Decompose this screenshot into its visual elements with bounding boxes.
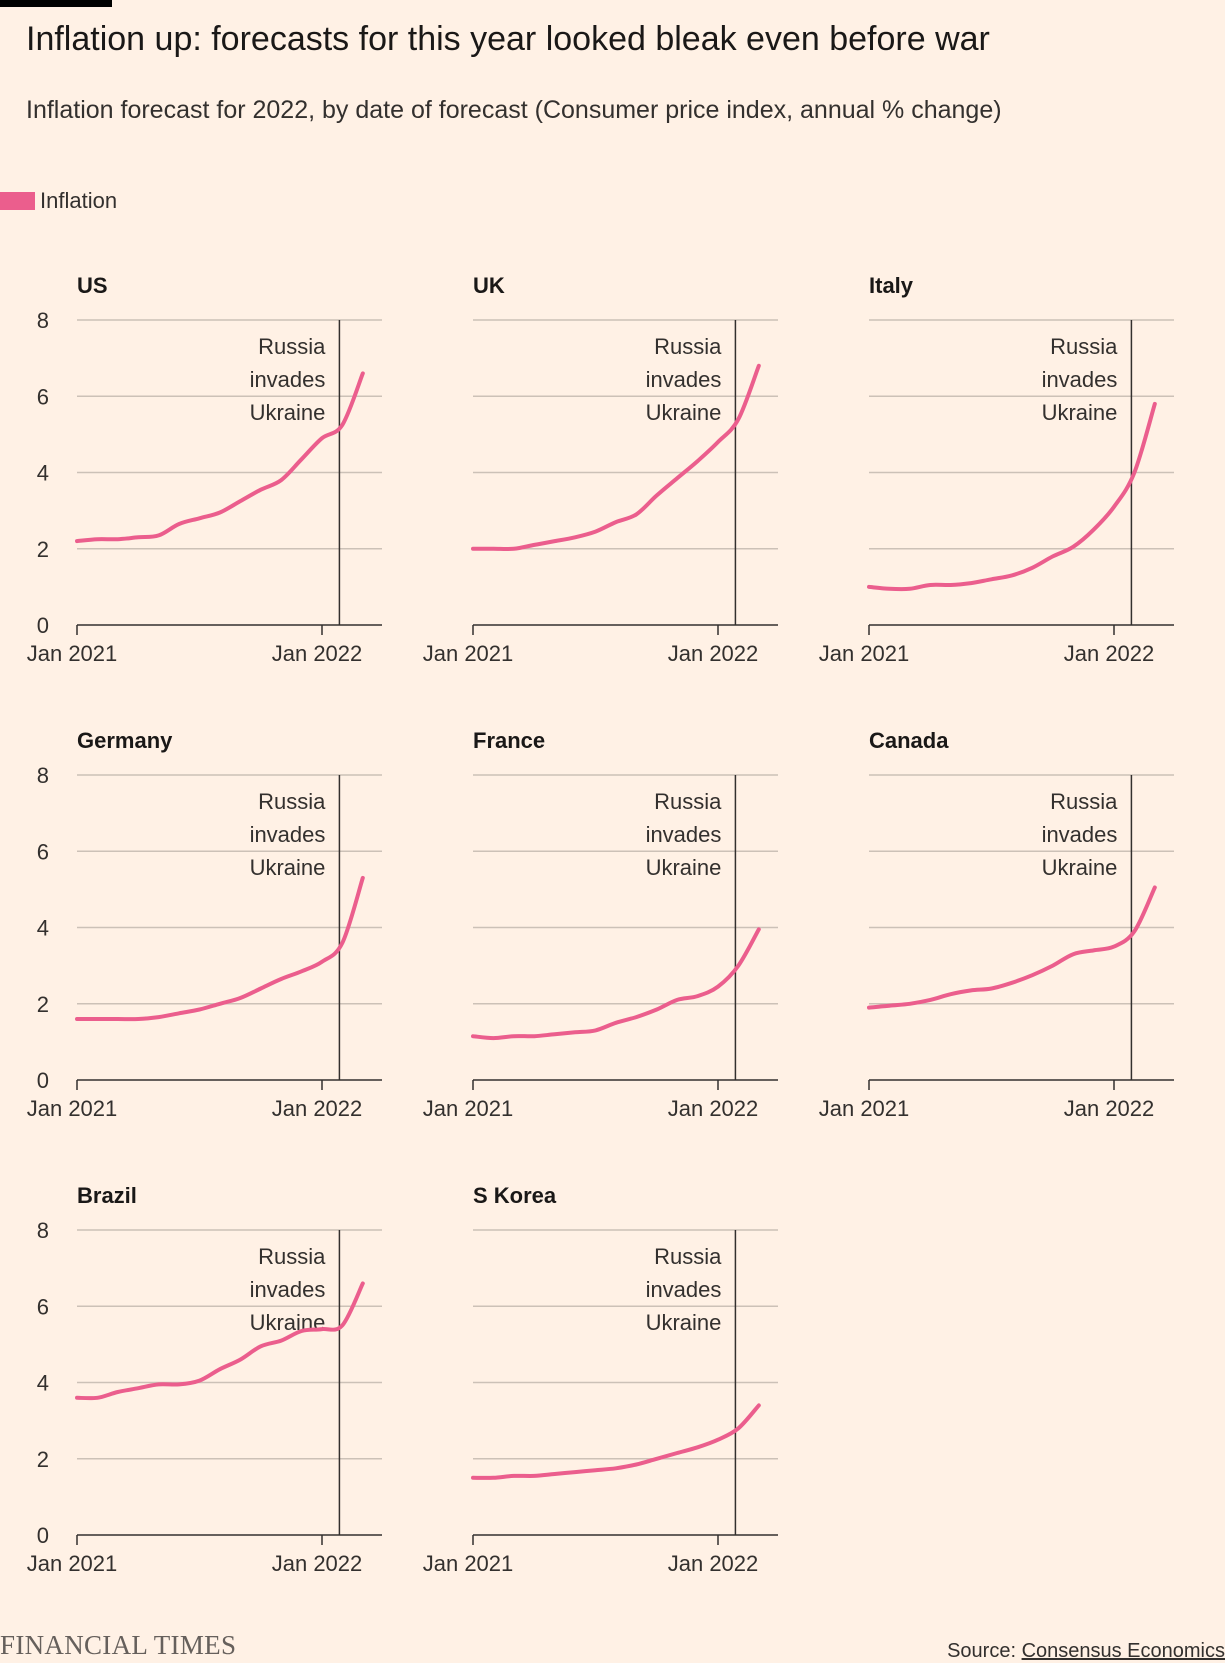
legend-label: Inflation	[40, 188, 118, 213]
annotation-text: invades	[646, 367, 722, 392]
panel-title: UK	[473, 273, 505, 298]
y-tick-label: 2	[37, 1447, 49, 1472]
panel-s-korea: S Korea Jan 2021 Jan 2022 Russia invades Ukra…	[423, 1183, 778, 1576]
annotation-text: invades	[250, 367, 326, 392]
x-tick-label: Jan 2022	[272, 641, 363, 666]
x-tick-label: Jan 2022	[668, 641, 759, 666]
y-tick-label: 4	[37, 1371, 49, 1396]
annotation-text: Russia	[654, 1244, 722, 1269]
x-tick-label: Jan 2022	[1064, 1096, 1155, 1121]
inflation-line-uk	[471, 363, 761, 552]
x-tick-label: Jan 2021	[27, 641, 118, 666]
x-tick-label: Jan 2022	[272, 1551, 363, 1576]
panel-title: France	[473, 728, 545, 753]
panel-title: S Korea	[473, 1183, 557, 1208]
source-note: Source: Consensus Economics	[947, 1640, 1225, 1663]
x-tick-label: Jan 2021	[27, 1551, 118, 1576]
panel-italy: Italy Jan 2021 Jan 2022 Russia invades Ukrain…	[819, 273, 1174, 666]
panel-us: US 0 2 4 6 8 Jan 2021 Jan 2022 Russia invades Ukra…	[27, 273, 382, 666]
inflation-line-s-korea	[471, 1403, 761, 1480]
panel-germany: Germany 0 2 4 6 8 Jan 2021 Jan 2022 Russia invade…	[27, 728, 382, 1121]
chart-subtitle: Inflation forecast for 2022, by date of …	[26, 96, 1002, 124]
y-tick-label: 8	[37, 308, 49, 333]
annotation-text: Ukraine	[250, 400, 326, 425]
source-link[interactable]: Consensus Economics	[1021, 1640, 1225, 1662]
panel-france: France Jan 2021 Jan 2022 Russia invades Ukrai…	[423, 728, 778, 1121]
annotation-text: invades	[250, 1277, 326, 1302]
annotation-text: Ukraine	[1042, 855, 1118, 880]
annotation-text: Ukraine	[1042, 400, 1118, 425]
inflation-line-brazil	[75, 1281, 365, 1401]
x-tick-label: Jan 2021	[423, 1096, 514, 1121]
legend: Inflation	[0, 188, 117, 214]
inflation-line-germany	[75, 875, 365, 1022]
annotation-text: Russia	[1050, 789, 1118, 814]
annotation-text: Russia	[654, 334, 722, 359]
x-tick-label: Jan 2022	[668, 1096, 759, 1121]
x-tick-label: Jan 2021	[819, 641, 910, 666]
inflation-line-france	[471, 927, 761, 1041]
panel-canada: Canada Jan 2021 Jan 2022 Russia invades Ukrai…	[819, 728, 1174, 1121]
panel-title: Italy	[869, 273, 914, 298]
x-tick-label: Jan 2022	[272, 1096, 363, 1121]
x-tick-label: Jan 2022	[1064, 641, 1155, 666]
y-tick-label: 6	[37, 384, 49, 409]
annotation-text: Russia	[1050, 334, 1118, 359]
annotation-text: Ukraine	[250, 855, 326, 880]
y-tick-label: 0	[37, 1523, 49, 1548]
y-tick-label: 2	[37, 992, 49, 1017]
y-tick-label: 6	[37, 1294, 49, 1319]
annotation-text: invades	[646, 1277, 722, 1302]
panel-brazil: Brazil 0 2 4 6 8 Jan 2021 Jan 2022 Russia invades…	[27, 1183, 382, 1576]
annotation-text: Russia	[258, 789, 326, 814]
x-tick-label: Jan 2022	[668, 1551, 759, 1576]
inflation-line-us	[75, 371, 365, 544]
y-tick-label: 8	[37, 763, 49, 788]
inflation-line-canada	[867, 885, 1157, 1010]
x-tick-label: Jan 2021	[819, 1096, 910, 1121]
x-tick-label: Jan 2021	[27, 1096, 118, 1121]
annotation-text: Russia	[654, 789, 722, 814]
panel-title: Germany	[77, 728, 173, 753]
ft-logo: FINANCIAL TIMES	[0, 1630, 237, 1660]
annotation-text: Russia	[258, 1244, 326, 1269]
y-tick-label: 6	[37, 839, 49, 864]
x-tick-label: Jan 2021	[423, 1551, 514, 1576]
y-tick-label: 8	[37, 1218, 49, 1243]
annotation-text: Ukraine	[646, 1310, 722, 1335]
annotation-text: Ukraine	[646, 400, 722, 425]
inflation-line-italy	[867, 401, 1157, 592]
y-tick-label: 4	[37, 461, 49, 486]
annotation-text: invades	[250, 822, 326, 847]
x-tick-label: Jan 2021	[423, 641, 514, 666]
y-tick-label: 2	[37, 537, 49, 562]
annotation-text: Russia	[258, 334, 326, 359]
legend-swatch	[0, 192, 35, 210]
source-prefix: Source:	[947, 1640, 1022, 1662]
annotation-text: invades	[646, 822, 722, 847]
annotation-text: invades	[1042, 367, 1118, 392]
panel-title: Brazil	[77, 1183, 137, 1208]
brand-bar	[0, 0, 112, 7]
panel-uk: UK Jan 2021 Jan 2022 Russia invades Ukraine	[423, 273, 778, 666]
annotation-text: Ukraine	[646, 855, 722, 880]
panel-title: Canada	[869, 728, 949, 753]
chart-title: Inflation up: forecasts for this year lo…	[26, 20, 990, 58]
y-tick-label: 0	[37, 613, 49, 638]
panel-title: US	[77, 273, 108, 298]
y-tick-label: 0	[37, 1068, 49, 1093]
annotation-text: invades	[1042, 822, 1118, 847]
y-tick-label: 4	[37, 916, 49, 941]
